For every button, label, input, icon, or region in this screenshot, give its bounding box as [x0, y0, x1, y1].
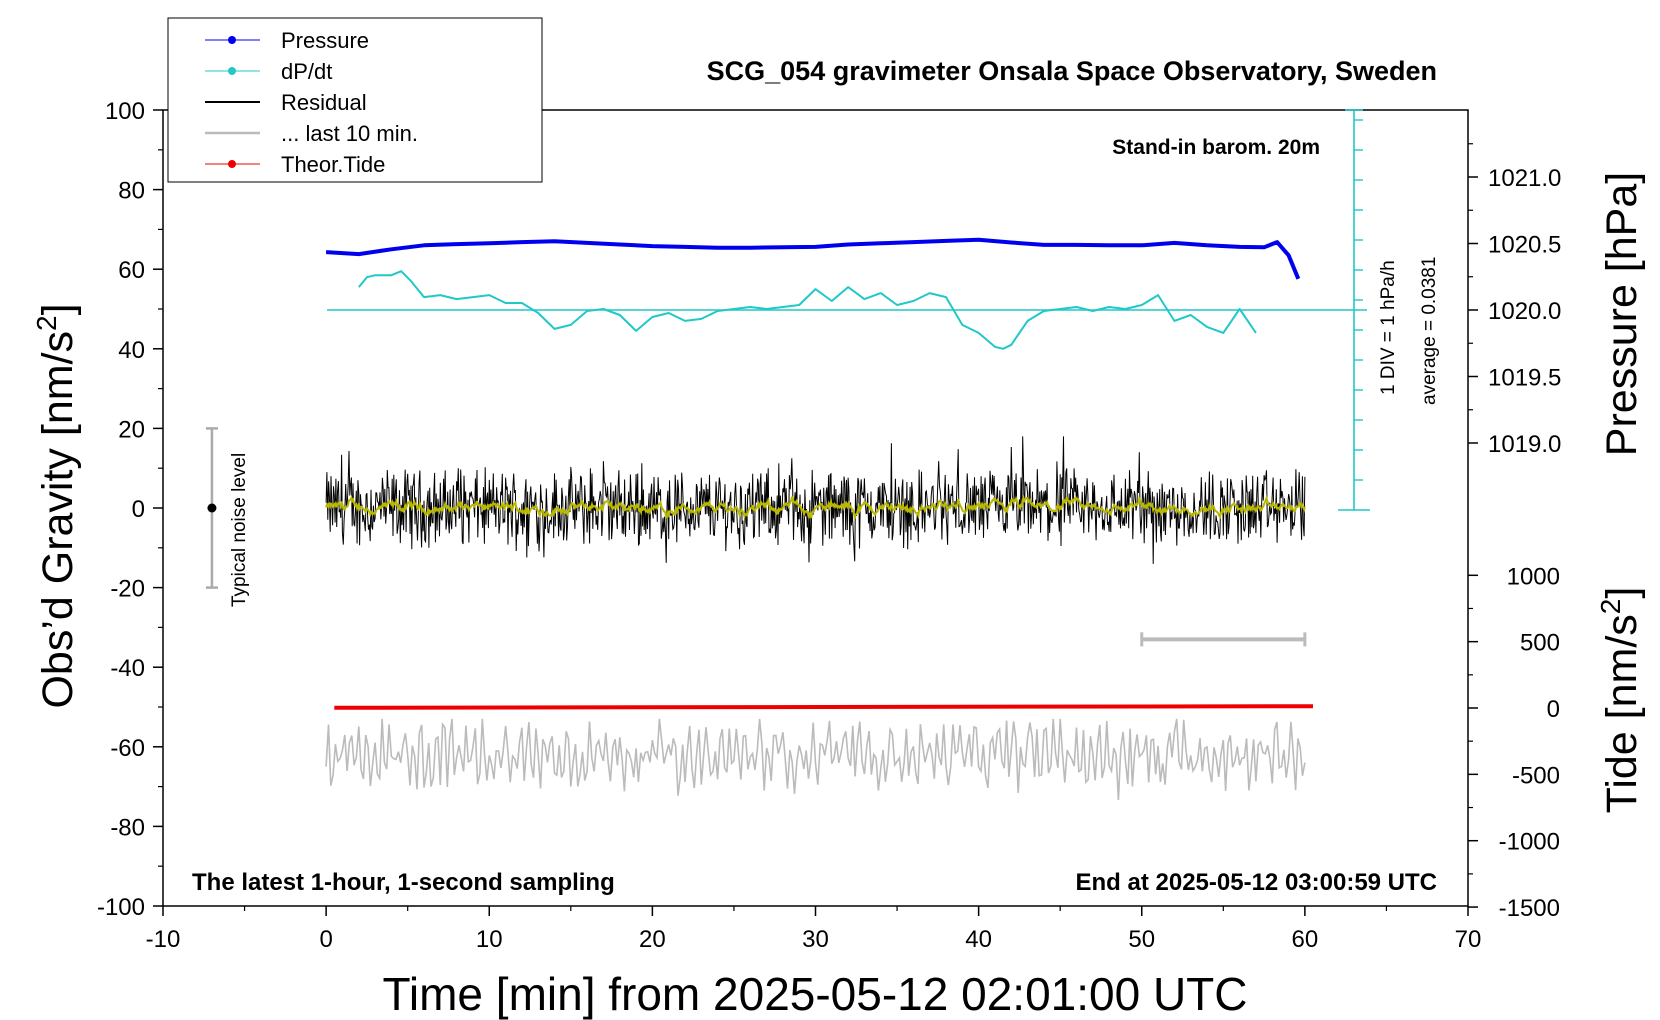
pressure-series — [325, 237, 1301, 280]
x-axis-ticks: -10 0 10 20 30 40 50 60 70 — [146, 906, 1482, 953]
x-tick-label: 50 — [1128, 926, 1155, 953]
legend-label: ... last 10 min. — [281, 121, 418, 146]
y-tick-label: -20 — [110, 576, 145, 603]
noise-bar-center — [207, 503, 217, 513]
pressure-tick-label: 1020.5 — [1488, 232, 1561, 259]
tide-tick-label: 500 — [1520, 630, 1560, 657]
y-axis-label-left: Obs’d Gravity [nm/s2] — [31, 303, 82, 708]
legend: Pressure dP/dt Residual ... last 10 min. The… — [167, 17, 543, 183]
dpdt-series — [358, 270, 1257, 350]
residual-series — [325, 436, 1306, 564]
theor-tide-series — [334, 704, 1314, 710]
y-tick-label: -80 — [110, 814, 145, 841]
stand-in-annotation: Stand-in barom. 20m — [1112, 136, 1320, 159]
legend-box — [167, 17, 543, 183]
legend-label: Theor.Tide — [281, 152, 385, 177]
legend-label: Residual — [281, 90, 367, 115]
chart-title: SCG_054 gravimeter Onsala Space Observat… — [707, 56, 1437, 86]
y-tick-label: 40 — [118, 337, 145, 364]
y-tick-label: 20 — [118, 416, 145, 443]
x-tick-label: 30 — [802, 926, 829, 953]
x-axis-label: Time [min] from 2025-05-12 02:01:00 UTC — [383, 968, 1248, 1020]
y-tick-label: 80 — [118, 178, 145, 205]
y-axis-ticks: -100 -80 -60 -40 -20 0 20 40 60 80 100 — [97, 98, 163, 921]
tide-axis-ticks: -1500 -1000 -500 0 500 1000 — [1468, 563, 1560, 922]
pressure-tick-label: 1019.0 — [1488, 431, 1561, 458]
legend-swatch-dot — [228, 67, 236, 75]
last10-range-bar — [1140, 632, 1307, 647]
tide-line — [334, 704, 1314, 710]
legend-swatch-dot — [228, 36, 236, 44]
tide-tick-label: -500 — [1512, 762, 1560, 789]
dpdt-line — [358, 270, 1257, 350]
pressure-line — [325, 237, 1301, 280]
x-tick-label: 40 — [965, 926, 992, 953]
pressure-tick-label: 1020.0 — [1488, 298, 1561, 325]
noise-annotation: Typical noise level — [229, 453, 250, 607]
pressure-axis-ticks: 1019.0 1019.5 1020.0 1020.5 1021.0 — [1468, 143, 1561, 458]
y-tick-label: 100 — [105, 98, 145, 125]
pressure-axis-label: Pressure [hPa] — [1598, 172, 1646, 456]
tide-tick-label: 0 — [1547, 696, 1560, 723]
x-tick-label: 20 — [639, 926, 666, 953]
residual-line — [325, 436, 1306, 564]
x-tick-label: 0 — [319, 926, 332, 953]
noise-level-bar — [205, 427, 218, 589]
pressure-tick-label: 1021.0 — [1488, 165, 1561, 192]
residual-smoothed-line — [325, 494, 1306, 522]
y-tick-label: 60 — [118, 257, 145, 284]
y-tick-label: -100 — [97, 894, 145, 921]
x-tick-label: 10 — [476, 926, 503, 953]
end-at-annotation: End at 2025-05-12 03:00:59 UTC — [1076, 869, 1438, 896]
div-annotation: 1 DIV = 1 hPa/h — [1378, 260, 1399, 395]
x-tick-label: -10 — [146, 926, 181, 953]
legend-label: Pressure — [281, 28, 369, 53]
latest-annotation: The latest 1-hour, 1-second sampling — [192, 869, 615, 896]
y-tick-label: -40 — [110, 655, 145, 682]
x-tick-label: 70 — [1455, 926, 1482, 953]
pressure-tick-label: 1019.5 — [1488, 365, 1561, 392]
tide-tick-label: 1000 — [1507, 563, 1560, 590]
legend-label: dP/dt — [281, 59, 332, 84]
legend-swatch-dot — [228, 160, 236, 168]
tide-tick-label: -1000 — [1499, 829, 1560, 856]
average-annotation: average = 0.0381 — [1419, 257, 1440, 405]
y-tick-label: -60 — [110, 735, 145, 762]
last10-series — [325, 718, 1306, 801]
x-tick-label: 60 — [1292, 926, 1319, 953]
tide-tick-label: -1500 — [1499, 895, 1560, 922]
last10-line — [325, 718, 1306, 801]
tide-axis-label: Tide [nm/s2] — [1595, 587, 1646, 814]
y-tick-label: 0 — [132, 496, 145, 523]
